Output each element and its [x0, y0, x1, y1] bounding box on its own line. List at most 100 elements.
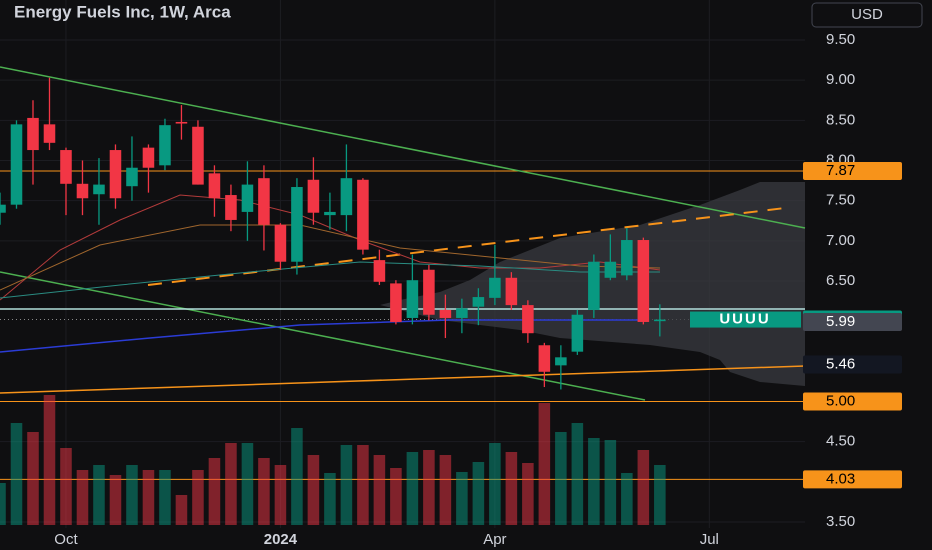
volume-bar — [654, 465, 666, 525]
trendline — [0, 66, 806, 229]
candle-body — [208, 173, 221, 199]
volume-bar — [324, 473, 336, 525]
candle-body — [604, 261, 617, 278]
price-label-box — [803, 470, 902, 489]
volume-bar — [27, 432, 39, 525]
price-label-box — [803, 312, 902, 331]
candle-body — [60, 150, 72, 184]
moving-average — [0, 319, 640, 353]
y-tick-label: 7.50 — [826, 192, 855, 209]
candle-body — [109, 150, 122, 199]
moving-average — [0, 261, 660, 299]
volume-bar — [637, 450, 650, 525]
candle-body — [93, 184, 105, 195]
volume-bar — [406, 452, 419, 525]
symbol-tag — [690, 311, 801, 328]
volume-bar — [291, 428, 303, 525]
volume-bar — [208, 458, 221, 525]
price-label: 7.87 — [826, 162, 855, 179]
trendline — [0, 365, 806, 394]
candle-body — [538, 345, 551, 372]
candle-body — [192, 126, 204, 185]
y-tick-label: 6.50 — [826, 272, 855, 289]
candle-body — [505, 277, 518, 306]
candle-body — [126, 167, 138, 187]
candle-body — [406, 280, 419, 318]
volume-bar — [258, 458, 270, 525]
candle-body — [390, 283, 402, 322]
candle-body — [307, 179, 320, 213]
candle-body — [522, 305, 534, 334]
y-tick-label: 3.50 — [826, 513, 855, 530]
candle-body — [225, 195, 237, 220]
candle-body — [555, 357, 567, 366]
price-label: 5.00 — [826, 392, 855, 409]
candle-body — [637, 240, 650, 322]
candle-body — [472, 297, 485, 307]
candle-body — [439, 309, 452, 318]
volume-bar — [126, 465, 138, 525]
price-label: 5.46 — [826, 356, 855, 373]
volume-bar — [274, 465, 287, 525]
price-label-box — [803, 355, 902, 374]
candle-body — [291, 187, 303, 262]
volume-bar — [76, 470, 89, 525]
candle-body — [159, 125, 171, 166]
volume-bar — [109, 475, 122, 525]
y-tick-label: 4.50 — [826, 433, 855, 450]
volume-bar — [175, 495, 188, 525]
volume-bar — [439, 455, 452, 525]
price-label-box — [803, 161, 902, 180]
price-label: 5.99 — [826, 313, 855, 330]
x-tick-label: Jul — [700, 531, 719, 548]
moving-average — [0, 224, 661, 291]
volume-bar — [93, 465, 105, 525]
x-tick-label: Apr — [483, 531, 506, 548]
volume-bar — [390, 468, 402, 525]
volume-bar — [142, 470, 155, 525]
candle-body — [373, 260, 386, 282]
volume-bar — [505, 452, 518, 525]
candle-body — [241, 184, 254, 212]
volume-bar — [621, 473, 633, 525]
candle-body — [489, 277, 501, 298]
volume — [0, 395, 666, 525]
candle-body — [456, 308, 468, 318]
candle-body — [0, 204, 6, 213]
y-tick-label: 9.50 — [826, 31, 855, 48]
candle-body — [621, 240, 633, 276]
volume-bar — [225, 443, 237, 525]
volume-bar — [472, 462, 485, 525]
candle-body — [357, 179, 369, 250]
candle-body — [258, 178, 270, 225]
candle-body — [175, 121, 188, 124]
currency-button[interactable] — [811, 2, 923, 28]
price-axis: 9.509.008.508.007.507.006.504.503.507.87… — [690, 31, 902, 530]
volume-bar — [357, 445, 369, 525]
volume-bar — [555, 432, 567, 525]
volume-bar — [0, 483, 6, 525]
trendline — [147, 207, 786, 286]
candle-body — [43, 124, 56, 143]
volume-bar — [43, 395, 56, 525]
trendline — [0, 271, 646, 401]
volume-bar — [307, 455, 320, 525]
volume-bar — [588, 438, 600, 525]
candle-body — [654, 319, 666, 322]
volume-bar — [60, 448, 72, 525]
volume-bar — [423, 450, 435, 525]
y-tick-label: 7.00 — [826, 232, 855, 249]
candle-body — [10, 124, 23, 205]
volume-bar — [159, 470, 171, 525]
candle-body — [588, 261, 600, 310]
volume-bar — [522, 463, 534, 525]
volume-bar — [456, 472, 468, 525]
x-tick-label: 2024 — [264, 531, 298, 548]
candle-body — [340, 178, 353, 216]
volume-bar — [340, 445, 353, 525]
volume-bar — [604, 440, 617, 525]
volume-bar — [489, 443, 501, 525]
chart-title: Energy Fuels Inc, 1W, Arca — [14, 2, 231, 21]
currency[interactable]: USD — [851, 6, 883, 23]
